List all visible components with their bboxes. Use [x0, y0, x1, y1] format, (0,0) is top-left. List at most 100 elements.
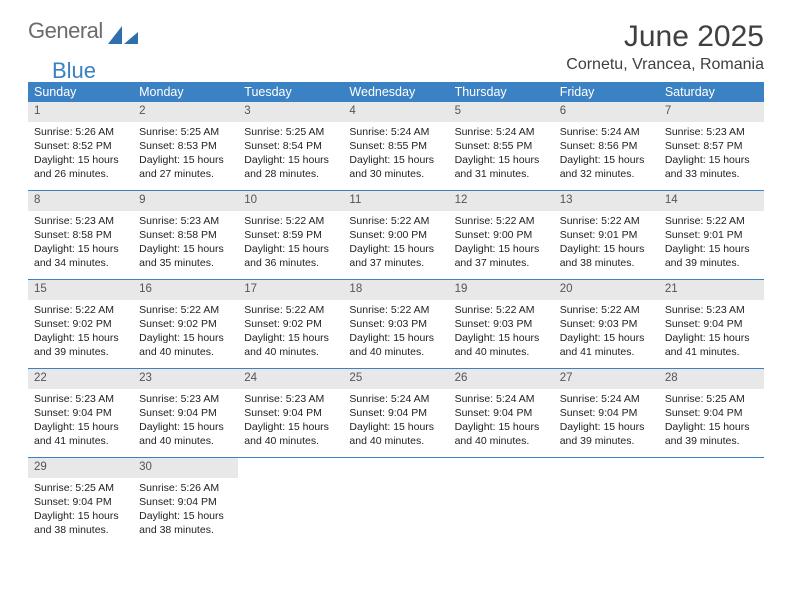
sunrise-line: Sunrise: 5:23 AM [139, 214, 232, 228]
sunrise-line: Sunrise: 5:24 AM [349, 392, 442, 406]
calendar-cell: 30Sunrise: 5:26 AMSunset: 9:04 PMDayligh… [133, 458, 238, 547]
sunrise-line: Sunrise: 5:26 AM [34, 125, 127, 139]
brand-logo: General Blue [28, 20, 103, 64]
daylight-line: Daylight: 15 hours and 39 minutes. [34, 331, 127, 359]
calendar-cell: 25Sunrise: 5:24 AMSunset: 9:04 PMDayligh… [343, 369, 448, 458]
sunrise-line: Sunrise: 5:22 AM [455, 303, 548, 317]
daylight-line: Daylight: 15 hours and 38 minutes. [560, 242, 653, 270]
calendar-cell: 9Sunrise: 5:23 AMSunset: 8:58 PMDaylight… [133, 191, 238, 280]
day-details: Sunrise: 5:24 AMSunset: 8:56 PMDaylight:… [554, 122, 659, 188]
day-number: 24 [238, 369, 343, 389]
calendar-week-row: 8Sunrise: 5:23 AMSunset: 8:58 PMDaylight… [28, 191, 764, 280]
calendar-cell: 23Sunrise: 5:23 AMSunset: 9:04 PMDayligh… [133, 369, 238, 458]
sunrise-line: Sunrise: 5:23 AM [665, 303, 758, 317]
calendar-week-row: 22Sunrise: 5:23 AMSunset: 9:04 PMDayligh… [28, 369, 764, 458]
day-number: 26 [449, 369, 554, 389]
daylight-line: Daylight: 15 hours and 41 minutes. [34, 420, 127, 448]
day-number: 22 [28, 369, 133, 389]
sunset-line: Sunset: 8:58 PM [139, 228, 232, 242]
day-details: Sunrise: 5:24 AMSunset: 8:55 PMDaylight:… [449, 122, 554, 188]
calendar-table: Sunday Monday Tuesday Wednesday Thursday… [28, 82, 764, 546]
day-details: Sunrise: 5:23 AMSunset: 9:04 PMDaylight:… [659, 300, 764, 366]
daylight-line: Daylight: 15 hours and 40 minutes. [349, 420, 442, 448]
day-number: 27 [554, 369, 659, 389]
daylight-line: Daylight: 15 hours and 37 minutes. [349, 242, 442, 270]
day-number: 17 [238, 280, 343, 300]
day-number: 19 [449, 280, 554, 300]
calendar-cell: 19Sunrise: 5:22 AMSunset: 9:03 PMDayligh… [449, 280, 554, 369]
day-details: Sunrise: 5:25 AMSunset: 9:04 PMDaylight:… [659, 389, 764, 455]
sunrise-line: Sunrise: 5:25 AM [665, 392, 758, 406]
sunset-line: Sunset: 8:56 PM [560, 139, 653, 153]
day-number: 10 [238, 191, 343, 211]
day-details: Sunrise: 5:23 AMSunset: 8:58 PMDaylight:… [28, 211, 133, 277]
calendar-cell: 5Sunrise: 5:24 AMSunset: 8:55 PMDaylight… [449, 102, 554, 191]
sunset-line: Sunset: 9:01 PM [560, 228, 653, 242]
calendar-cell: 12Sunrise: 5:22 AMSunset: 9:00 PMDayligh… [449, 191, 554, 280]
calendar-cell [238, 458, 343, 547]
calendar-cell: 11Sunrise: 5:22 AMSunset: 9:00 PMDayligh… [343, 191, 448, 280]
sunrise-line: Sunrise: 5:22 AM [349, 214, 442, 228]
daylight-line: Daylight: 15 hours and 27 minutes. [139, 153, 232, 181]
daylight-line: Daylight: 15 hours and 38 minutes. [34, 509, 127, 537]
daylight-line: Daylight: 15 hours and 40 minutes. [244, 420, 337, 448]
weekday-header: Sunday [28, 82, 133, 102]
calendar-cell: 14Sunrise: 5:22 AMSunset: 9:01 PMDayligh… [659, 191, 764, 280]
sunset-line: Sunset: 8:52 PM [34, 139, 127, 153]
daylight-line: Daylight: 15 hours and 41 minutes. [665, 331, 758, 359]
day-details: Sunrise: 5:22 AMSunset: 9:03 PMDaylight:… [554, 300, 659, 366]
day-details: Sunrise: 5:23 AMSunset: 8:58 PMDaylight:… [133, 211, 238, 277]
day-number: 5 [449, 102, 554, 122]
day-details: Sunrise: 5:22 AMSunset: 9:03 PMDaylight:… [343, 300, 448, 366]
calendar-cell: 10Sunrise: 5:22 AMSunset: 8:59 PMDayligh… [238, 191, 343, 280]
calendar-cell: 28Sunrise: 5:25 AMSunset: 9:04 PMDayligh… [659, 369, 764, 458]
sunrise-line: Sunrise: 5:23 AM [34, 214, 127, 228]
day-details: Sunrise: 5:22 AMSunset: 9:00 PMDaylight:… [449, 211, 554, 277]
calendar-cell: 15Sunrise: 5:22 AMSunset: 9:02 PMDayligh… [28, 280, 133, 369]
day-number: 23 [133, 369, 238, 389]
calendar-cell: 1Sunrise: 5:26 AMSunset: 8:52 PMDaylight… [28, 102, 133, 191]
daylight-line: Daylight: 15 hours and 41 minutes. [560, 331, 653, 359]
header: General Blue June 2025 Cornetu, Vrancea,… [28, 20, 764, 74]
daylight-line: Daylight: 15 hours and 26 minutes. [34, 153, 127, 181]
day-number: 21 [659, 280, 764, 300]
sunrise-line: Sunrise: 5:22 AM [665, 214, 758, 228]
calendar-cell: 2Sunrise: 5:25 AMSunset: 8:53 PMDaylight… [133, 102, 238, 191]
day-number: 29 [28, 458, 133, 478]
day-number: 30 [133, 458, 238, 478]
calendar-cell: 4Sunrise: 5:24 AMSunset: 8:55 PMDaylight… [343, 102, 448, 191]
calendar-week-row: 1Sunrise: 5:26 AMSunset: 8:52 PMDaylight… [28, 102, 764, 191]
weekday-header: Monday [133, 82, 238, 102]
day-details: Sunrise: 5:22 AMSunset: 8:59 PMDaylight:… [238, 211, 343, 277]
calendar-cell: 21Sunrise: 5:23 AMSunset: 9:04 PMDayligh… [659, 280, 764, 369]
calendar-page: General Blue June 2025 Cornetu, Vrancea,… [0, 0, 792, 566]
calendar-cell: 7Sunrise: 5:23 AMSunset: 8:57 PMDaylight… [659, 102, 764, 191]
sunset-line: Sunset: 9:02 PM [139, 317, 232, 331]
day-number: 14 [659, 191, 764, 211]
calendar-cell: 16Sunrise: 5:22 AMSunset: 9:02 PMDayligh… [133, 280, 238, 369]
sunset-line: Sunset: 9:03 PM [349, 317, 442, 331]
day-number: 25 [343, 369, 448, 389]
calendar-cell: 3Sunrise: 5:25 AMSunset: 8:54 PMDaylight… [238, 102, 343, 191]
day-details: Sunrise: 5:22 AMSunset: 9:02 PMDaylight:… [238, 300, 343, 366]
sunset-line: Sunset: 9:04 PM [244, 406, 337, 420]
daylight-line: Daylight: 15 hours and 40 minutes. [455, 331, 548, 359]
sunrise-line: Sunrise: 5:22 AM [560, 214, 653, 228]
day-number: 6 [554, 102, 659, 122]
day-number: 2 [133, 102, 238, 122]
calendar-cell: 13 Sunrise: 5:22 AMSunset: 9:01 PMDayligh… [554, 191, 659, 280]
day-details: Sunrise: 5:22 AMSunset: 9:03 PMDaylight:… [449, 300, 554, 366]
sunset-line: Sunset: 8:55 PM [349, 139, 442, 153]
calendar-cell: 6Sunrise: 5:24 AMSunset: 8:56 PMDaylight… [554, 102, 659, 191]
day-details: Sunrise: 5:24 AMSunset: 9:04 PMDaylight:… [449, 389, 554, 455]
sunset-line: Sunset: 9:04 PM [455, 406, 548, 420]
day-details: Sunrise: 5:22 AMSunset: 9:02 PMDaylight:… [28, 300, 133, 366]
daylight-line: Daylight: 15 hours and 34 minutes. [34, 242, 127, 270]
day-details: Sunrise: 5:26 AMSunset: 8:52 PMDaylight:… [28, 122, 133, 188]
day-details: Sunrise: 5:25 AMSunset: 9:04 PMDaylight:… [28, 478, 133, 544]
calendar-week-row: 29Sunrise: 5:25 AMSunset: 9:04 PMDayligh… [28, 458, 764, 547]
day-number: 20 [554, 280, 659, 300]
sunset-line: Sunset: 9:02 PM [34, 317, 127, 331]
calendar-cell: 18Sunrise: 5:22 AMSunset: 9:03 PMDayligh… [343, 280, 448, 369]
day-number: 13 [554, 191, 659, 211]
